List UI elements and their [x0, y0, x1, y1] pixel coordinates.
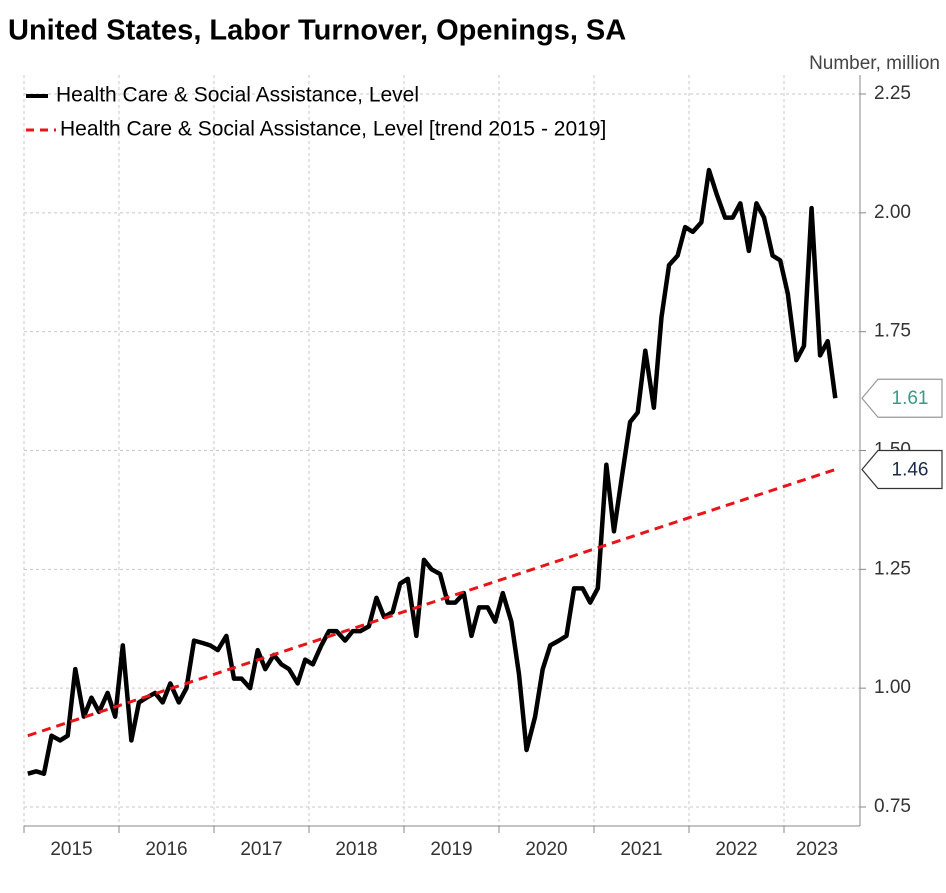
x-tick-label: 2020: [525, 839, 567, 860]
y-tick-label: 1.25: [874, 558, 911, 579]
x-tick-label: 2016: [145, 839, 187, 860]
series-line: [27, 167, 838, 776]
y-unit-label: Number, million: [809, 53, 940, 74]
x-tick-label: 2015: [50, 839, 92, 860]
x-tick-label: 2023: [796, 839, 838, 860]
y-tick-label: 1.00: [874, 677, 911, 698]
x-tick-label: 2021: [620, 839, 662, 860]
x-tick-label: 2022: [715, 839, 757, 860]
end-label: 1.61: [892, 388, 929, 409]
x-tick-label: 2019: [430, 839, 472, 860]
x-tick-label: 2018: [335, 839, 377, 860]
y-tick-label: 2.25: [874, 83, 911, 104]
end-label-box: [861, 449, 943, 490]
chart-title: United States, Labor Turnover, Openings,…: [8, 15, 626, 47]
y-tick-label: 1.75: [874, 321, 911, 342]
x-tick-label: 2017: [240, 839, 282, 860]
legend-label: Health Care & Social Assistance, Level: [56, 84, 419, 107]
series-line: [27, 468, 836, 738]
end-label-box: [861, 378, 943, 418]
end-label: 1.46: [892, 460, 929, 481]
y-tick-label: 2.00: [874, 202, 911, 223]
legend-label: Health Care & Social Assistance, Level […: [60, 118, 606, 141]
y-tick-label: 0.75: [874, 796, 911, 817]
